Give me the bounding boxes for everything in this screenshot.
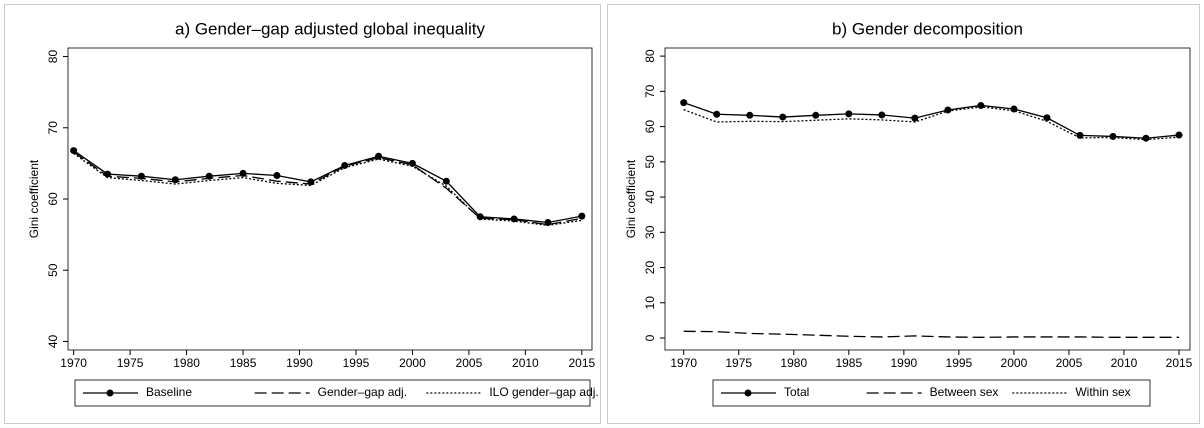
x-tick-label: 2000 xyxy=(399,356,426,370)
x-tick-label: 1995 xyxy=(343,356,370,370)
y-tick-label: 60 xyxy=(46,192,60,206)
series-marker xyxy=(1043,114,1051,122)
series-marker xyxy=(408,159,416,167)
series-marker xyxy=(746,111,754,119)
y-tick-label: 80 xyxy=(46,50,60,64)
y-tick-label: 40 xyxy=(643,190,657,204)
series-marker xyxy=(878,111,886,119)
series-marker xyxy=(845,110,853,118)
legend-label: Between sex xyxy=(930,385,999,399)
y-tick-label: 50 xyxy=(643,155,657,169)
series-line xyxy=(683,330,1179,338)
legend-label: ILO gender–gap adj. xyxy=(489,385,598,399)
panel-frame xyxy=(4,4,601,424)
series-marker xyxy=(1142,134,1150,142)
legend-box xyxy=(712,379,1151,407)
plot-area xyxy=(67,47,593,351)
series-marker xyxy=(680,99,688,107)
legend-label: Gender–gap adj. xyxy=(318,385,407,399)
x-tick-label: 2015 xyxy=(568,356,595,370)
y-tick-label: 50 xyxy=(46,263,60,277)
x-tick-label: 1980 xyxy=(173,356,200,370)
series-marker xyxy=(911,114,919,122)
chart-title: b) Gender decomposition xyxy=(832,19,1023,38)
legend-label: Total xyxy=(784,385,809,399)
y-tick-label: 0 xyxy=(643,334,657,341)
series-line xyxy=(683,102,1180,139)
x-tick-label: 1990 xyxy=(286,356,313,370)
series-line xyxy=(73,151,582,226)
series-marker xyxy=(713,110,721,118)
panel-frame xyxy=(607,4,1200,424)
series-marker xyxy=(1109,132,1117,140)
legend-label: Baseline xyxy=(146,385,192,399)
x-tick-label: 2010 xyxy=(1111,356,1138,370)
legend-box xyxy=(74,379,591,407)
y-tick-label: 80 xyxy=(643,49,657,63)
x-tick-label: 2005 xyxy=(1056,356,1083,370)
x-tick-label: 1995 xyxy=(946,356,973,370)
x-tick-label: 1985 xyxy=(230,356,257,370)
x-tick-label: 1985 xyxy=(835,356,862,370)
y-axis-label: Gini coefficient xyxy=(27,159,41,238)
y-tick-label: 10 xyxy=(643,296,657,310)
plot-area xyxy=(664,47,1191,351)
y-tick-label: 20 xyxy=(643,261,657,275)
x-tick-label: 2010 xyxy=(512,356,539,370)
legend-marker xyxy=(106,389,114,397)
x-tick-label: 1970 xyxy=(670,356,697,370)
series-marker xyxy=(977,101,985,109)
series-marker xyxy=(812,111,820,119)
x-tick-label: 1975 xyxy=(725,356,752,370)
x-tick-label: 1990 xyxy=(890,356,917,370)
series-marker xyxy=(944,106,952,114)
x-tick-label: 2000 xyxy=(1001,356,1028,370)
series-line xyxy=(683,106,1180,141)
series-marker xyxy=(70,147,78,155)
x-tick-label: 1970 xyxy=(60,356,87,370)
y-tick-label: 40 xyxy=(46,334,60,348)
legend-label: Within sex xyxy=(1075,385,1130,399)
series-marker xyxy=(779,113,787,121)
y-tick-label: 30 xyxy=(643,225,657,239)
series-line xyxy=(73,152,582,227)
series-marker xyxy=(1175,131,1183,139)
x-tick-label: 2015 xyxy=(1166,356,1193,370)
chart-title: a) Gender–gap adjusted global inequality xyxy=(175,19,486,38)
x-tick-label: 1980 xyxy=(780,356,807,370)
series-marker xyxy=(442,177,450,185)
x-tick-label: 1975 xyxy=(117,356,144,370)
legend-marker xyxy=(744,389,752,397)
series-marker xyxy=(578,212,586,220)
y-axis-label: Gini coefficient xyxy=(624,159,638,238)
series-line xyxy=(73,150,582,224)
y-tick-label: 60 xyxy=(643,120,657,134)
y-tick-label: 70 xyxy=(46,121,60,135)
series-marker xyxy=(273,171,281,179)
x-tick-label: 2005 xyxy=(456,356,483,370)
y-tick-label: 70 xyxy=(643,84,657,98)
